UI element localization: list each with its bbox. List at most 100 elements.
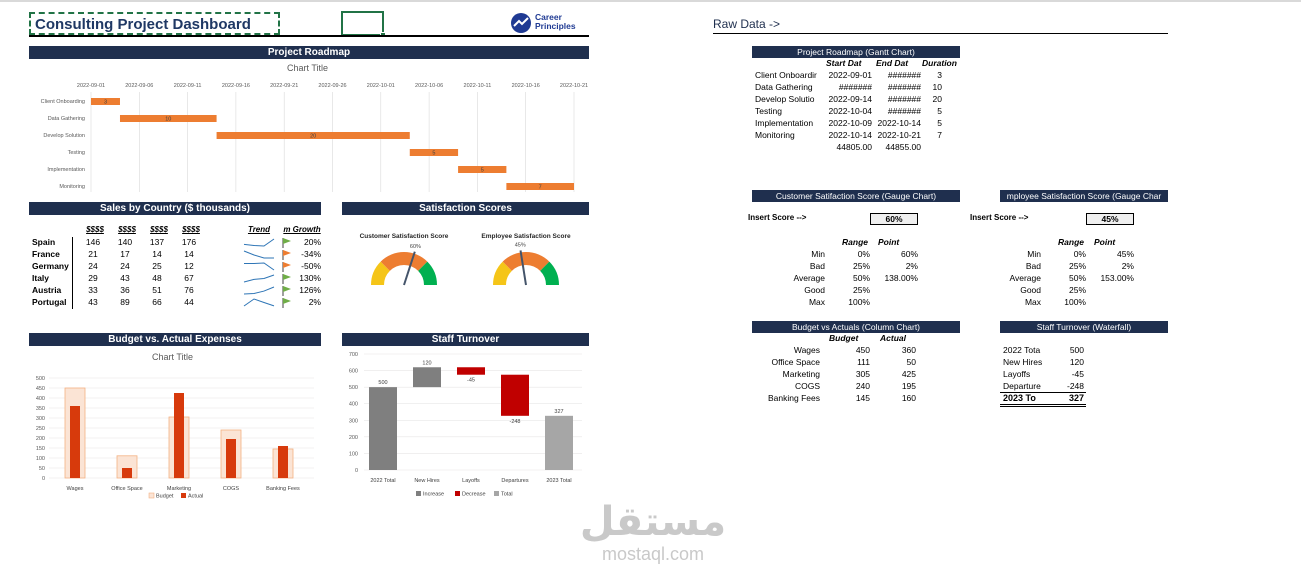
gantt-date-label: 2022-10-16 (512, 83, 540, 89)
raw-budget-category: Banking Fees (768, 393, 820, 403)
gantt-bar[interactable] (91, 98, 120, 105)
raw-turnover-total-top-border (1000, 392, 1086, 393)
budget-y-tick: 400 (36, 396, 45, 402)
gantt-task-label: Client Onboarding (41, 99, 85, 105)
raw-gantt-task: Implementation (755, 118, 814, 128)
logo-icon (511, 13, 531, 33)
gantt-duration-label: 10 (165, 117, 171, 123)
sales-growth: 130% (299, 273, 321, 283)
gauge-value-label: 45% (515, 242, 526, 248)
gantt-bar[interactable] (119, 115, 217, 122)
watermark-arabic: مستقل (579, 500, 727, 544)
selected-cell[interactable] (341, 11, 384, 36)
raw-gantt-start: 2022-09-01 (828, 70, 872, 80)
budget-chart[interactable]: 0 50 100 150 200 250 300 350 400 450 500 Wages Offic… (29, 365, 321, 505)
gantt-task-label: Testing (68, 150, 85, 156)
raw-turnover-label: 2022 Tota (1003, 345, 1041, 355)
score-input[interactable]: 45% (1086, 213, 1134, 225)
gauge-row-range: 25% (852, 261, 870, 271)
raw-data-underline (713, 33, 1168, 34)
waterfall-value-label: 327 (554, 409, 563, 415)
gantt-chart[interactable]: 2022-09-01 2022-09-06 2022-09-11 2022-09-16… (29, 74, 589, 196)
sales-value: 44 (184, 297, 194, 307)
satisfaction-header: Satisfaction Scores (342, 202, 589, 215)
waterfall-bar[interactable] (545, 415, 573, 470)
sales-column-header: $$$$ (182, 225, 200, 234)
gauge-row-range: 100% (848, 297, 870, 307)
gauge-row-label: Min (811, 249, 825, 259)
sales-growth: -50% (301, 261, 321, 271)
actual-bar[interactable] (70, 406, 80, 478)
gauge-row-point: 138.00% (884, 273, 918, 283)
gauge-row-point: 60% (900, 249, 918, 259)
sales-divider (72, 237, 73, 309)
legend-budget-swatch (148, 492, 155, 499)
raw-turnover-header: Staff Turnover (Waterfall) (1000, 321, 1168, 333)
gantt-bar[interactable] (506, 183, 574, 190)
actual-bar[interactable] (278, 446, 288, 478)
budget-y-tick: 250 (36, 426, 45, 432)
waterfall-bar[interactable] (369, 387, 397, 470)
actual-bar[interactable] (122, 468, 132, 478)
gauge-row-range: 50% (1068, 273, 1086, 283)
budget-y-tick: 200 (36, 436, 45, 442)
raw-gantt-duration: 20 (932, 94, 942, 104)
gauge-row-point: 2% (905, 261, 918, 271)
waterfall-chart[interactable]: 0 100 200 300 400 500 600 700 500 2022 Total 120 Ne… (342, 348, 589, 503)
actual-bar[interactable] (226, 439, 236, 478)
sales-value: 67 (184, 273, 194, 283)
gantt-date-label: 2022-10-21 (560, 83, 588, 89)
raw-budget-col: Actual (880, 333, 906, 343)
gauge-row-point: 153.00% (1100, 273, 1134, 283)
raw-budget-category: Marketing (782, 369, 820, 379)
raw-gantt-duration: 10 (932, 82, 942, 92)
budget-y-tick: 150 (36, 446, 45, 452)
sales-growth: -34% (301, 249, 321, 259)
actual-bar[interactable] (174, 393, 184, 478)
budget-y-tick: 450 (36, 386, 45, 392)
gauge-needle (403, 251, 416, 286)
waterfall-bar[interactable] (457, 367, 485, 375)
waterfall-bar[interactable] (501, 374, 529, 416)
legend-actual-swatch (181, 493, 186, 498)
gantt-date-label: 2022-09-26 (318, 83, 346, 89)
dashboard-title[interactable]: Consulting Project Dashboard (29, 12, 280, 35)
satisfaction-gauges[interactable]: Customer Satisfaction Score 60% Employee S… (342, 228, 589, 298)
sales-value: 43 (120, 273, 130, 283)
sales-column-header: $$$$ (150, 225, 168, 234)
gauge-row-label: Max (1024, 297, 1041, 307)
insert-score-label: Insert Score --> (970, 213, 1029, 222)
raw-gantt-end: ####### (887, 94, 921, 104)
gauge-row-label: Bad (809, 261, 825, 271)
raw-esat-table: Insert Score --> 45% Range Point Min 0% 45% Bad… (970, 213, 1168, 313)
gauge-row-range: 25% (1068, 261, 1086, 271)
logo-line2: Principles (535, 21, 576, 31)
raw-gantt-col-header: End Dat (876, 58, 909, 68)
gauge-segment (493, 261, 512, 285)
sales-value: 33 (88, 285, 98, 295)
flag-green-icon (282, 238, 291, 248)
waterfall-value-label: 120 (422, 360, 431, 366)
raw-gantt-end: ####### (887, 70, 921, 80)
waterfall-bar[interactable] (413, 367, 441, 388)
gauge-segment (418, 261, 437, 285)
raw-gantt-col-header: Duration (922, 58, 957, 68)
raw-gantt-end: ####### (887, 106, 921, 116)
budget-y-tick: 0 (42, 476, 45, 482)
sales-value: 140 (117, 237, 133, 247)
gauge-segment (380, 252, 428, 271)
gantt-bar[interactable] (216, 132, 410, 139)
raw-turnover-label: New Hires (1003, 357, 1043, 367)
gantt-bar[interactable] (458, 166, 507, 173)
raw-turnover-value: -248 (1066, 381, 1084, 391)
sales-value: 146 (85, 237, 101, 247)
waterfall-value-label: -248 (509, 419, 520, 425)
raw-gantt-task: Develop Solutio (755, 94, 815, 104)
sales-value: 89 (120, 297, 130, 307)
sales-value: 12 (184, 261, 194, 271)
waterfall-y-tick: 200 (349, 435, 358, 441)
gauge-row-label: Average (1009, 273, 1041, 283)
score-input[interactable]: 60% (870, 213, 918, 225)
raw-gantt-end: 2022-10-14 (877, 118, 921, 128)
gantt-bar[interactable] (409, 149, 459, 156)
